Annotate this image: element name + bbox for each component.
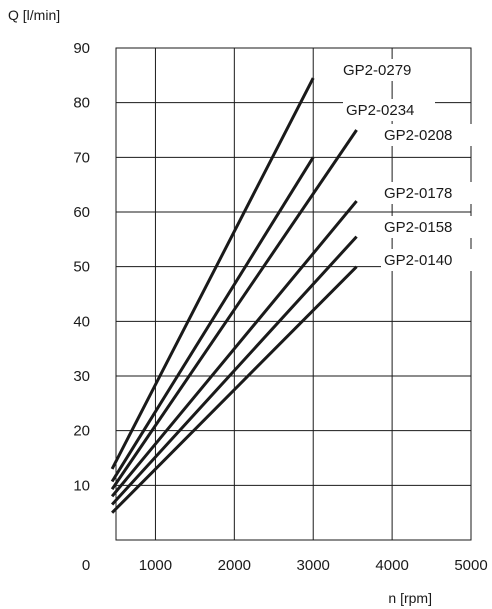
y-tick-label: 70 [73,149,90,166]
series-line-gp2-0234 [110,156,315,483]
series-label-bg [381,249,473,271]
plot-frame [115,47,472,541]
series-label-gp2-0158: GP2-0158 [384,219,452,236]
y-tick-label: 90 [73,40,90,57]
x-tick-label: 3000 [297,557,330,574]
grid [116,48,471,540]
y-axis-label: Q [l/min] [8,7,60,23]
series-label-bg [340,59,432,81]
series-line-gp2-0178 [110,200,358,498]
series-line-gp2-0208 [110,129,358,491]
series-line-gp2-0158 [110,235,358,506]
x-axis-label: n [rpm] [388,590,432,606]
series-label-gp2-0178: GP2-0178 [384,185,452,202]
series-label-gp2-0279: GP2-0279 [343,62,411,79]
series-lines [110,77,358,514]
x-tick-label: 4000 [375,557,408,574]
y-tick-label: 20 [73,423,90,440]
series-label-bg [381,182,473,204]
y-tick-label: 30 [73,368,90,385]
series-label-bg [381,216,473,238]
series-label-gp2-0140: GP2-0140 [384,252,452,269]
x-tick-label: 5000 [454,557,487,574]
series-label-gp2-0208: GP2-0208 [384,127,452,144]
y-tick-label: 10 [73,477,90,494]
series-label-bg [381,124,473,146]
series-label-gp2-0234: GP2-0234 [346,102,414,119]
y-tick-label: 80 [73,95,90,112]
series-line-gp2-0279 [110,77,315,470]
x-tick-label: 1000 [139,557,172,574]
tick-labels: 0 1000 2000 3000 4000 5000 10 20 30 40 50 60 70 80 90 [73,40,487,574]
x-tick-label: 2000 [218,557,251,574]
series-labels: GP2-0279 GP2-0234 GP2-0208 GP2-0178 GP2-0158… [340,59,473,271]
y-tick-label: 40 [73,313,90,330]
series-line-gp2-0140 [111,265,358,514]
series-label-bg [343,99,435,121]
y-tick-label: 60 [73,204,90,221]
x-tick-label: 0 [82,557,90,574]
y-tick-label: 50 [73,259,90,276]
